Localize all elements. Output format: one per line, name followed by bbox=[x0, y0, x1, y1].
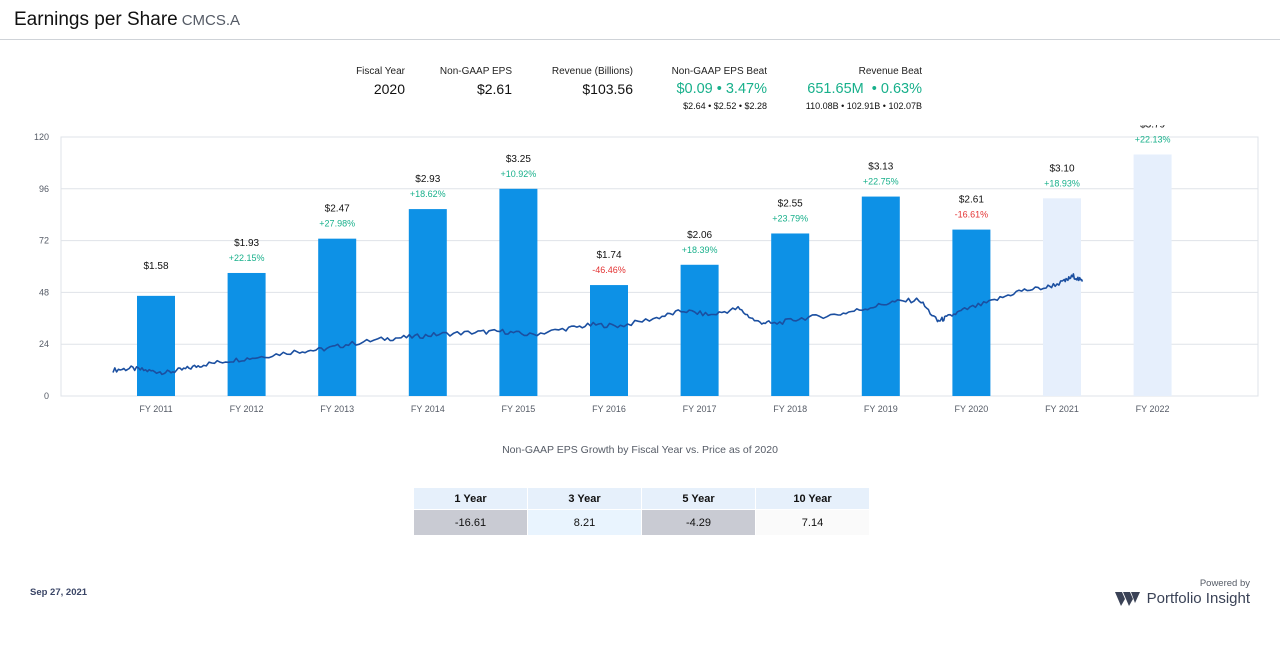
growth-value-5y: -4.29 bbox=[641, 509, 756, 536]
eps-growth-label: -46.46% bbox=[592, 265, 626, 275]
page-header: Earnings per Share CMCS.A bbox=[0, 0, 1280, 40]
stat-value: 2020 bbox=[373, 81, 405, 97]
y-tick-label: 24 bbox=[39, 339, 49, 349]
growth-value-1y: -16.61 bbox=[413, 509, 528, 536]
x-tick-label: FY 2012 bbox=[230, 404, 264, 414]
stat-eps-beat: Non-GAAP EPS Beat $0.09 • 3.47% $2.64 • … bbox=[672, 66, 767, 111]
stat-label: Fiscal Year bbox=[356, 66, 405, 77]
eps-growth-label: +10.92% bbox=[501, 169, 537, 179]
eps-value-label: $1.93 bbox=[234, 238, 259, 249]
growth-value-row: -16.61 8.21 -4.29 7.14 bbox=[413, 509, 870, 536]
summary-stats: Fiscal Year 2020 Non-GAAP EPS $2.61 Reve… bbox=[0, 66, 1280, 116]
x-tick-label: FY 2021 bbox=[1045, 404, 1079, 414]
brand-link[interactable]: Portfolio Insight bbox=[1114, 590, 1250, 607]
growth-header-row: 1 Year 3 Year 5 Year 10 Year bbox=[413, 487, 870, 510]
eps-growth-label: +18.93% bbox=[1044, 178, 1080, 188]
x-tick-label: FY 2019 bbox=[864, 404, 898, 414]
eps-bar bbox=[408, 209, 447, 396]
x-tick-label: FY 2022 bbox=[1136, 404, 1170, 414]
x-tick-label: FY 2020 bbox=[954, 404, 988, 414]
eps-bar bbox=[590, 285, 628, 396]
stat-eps: Non-GAAP EPS $2.61 bbox=[440, 66, 512, 97]
stat-label: Non-GAAP EPS bbox=[439, 66, 512, 77]
growth-value-3y: 8.21 bbox=[527, 509, 642, 536]
eps-value-label: $1.58 bbox=[143, 261, 168, 272]
eps-value-label: $2.06 bbox=[687, 230, 712, 241]
eps-bar bbox=[1133, 154, 1172, 396]
stat-revenue: Revenue (Billions) $103.56 bbox=[552, 66, 633, 97]
growth-table: 1 Year 3 Year 5 Year 10 Year -16.61 8.21… bbox=[413, 487, 870, 536]
brand-name: Portfolio Insight bbox=[1146, 590, 1250, 607]
growth-header-5y: 5 Year bbox=[641, 487, 756, 510]
eps-chart: 0 24 48 72 96 120 $1.58 FY 2011 $1.93 +22.15% FY 2… bbox=[34, 125, 1259, 414]
growth-header-1y: 1 Year bbox=[413, 487, 528, 510]
price-line bbox=[112, 273, 1084, 376]
stat-value: $103.56 bbox=[582, 81, 633, 97]
eps-bar bbox=[499, 188, 538, 396]
page-title: Earnings per Share CMCS.A bbox=[14, 9, 240, 31]
eps-growth-label: +22.75% bbox=[863, 177, 899, 187]
stat-value: $2.61 bbox=[476, 81, 512, 97]
eps-bar bbox=[680, 264, 719, 396]
stat-label: Non-GAAP EPS Beat bbox=[671, 66, 767, 77]
x-tick-label: FY 2014 bbox=[411, 404, 445, 414]
eps-value-label: $2.93 bbox=[415, 174, 440, 185]
x-tick-label: FY 2013 bbox=[320, 404, 354, 414]
x-tick-label: FY 2016 bbox=[592, 404, 626, 414]
eps-value-label: $2.55 bbox=[778, 198, 803, 209]
eps-bar bbox=[952, 229, 991, 396]
eps-value-label: $3.10 bbox=[1049, 163, 1074, 174]
stat-fiscal-year: Fiscal Year 2020 bbox=[356, 66, 405, 97]
x-tick-label: FY 2011 bbox=[139, 404, 172, 414]
x-tick-label: FY 2015 bbox=[501, 404, 535, 414]
x-tick-label: FY 2018 bbox=[773, 404, 807, 414]
growth-header-10y: 10 Year bbox=[755, 487, 870, 510]
stat-sub: $2.64 • $2.52 • $2.28 bbox=[683, 101, 767, 111]
eps-value-label: $3.13 bbox=[868, 162, 893, 173]
y-tick-label: 120 bbox=[34, 132, 49, 142]
eps-growth-label: -16.61% bbox=[955, 210, 989, 220]
eps-bar bbox=[137, 295, 175, 396]
eps-bar bbox=[318, 238, 357, 396]
growth-header-3y: 3 Year bbox=[527, 487, 642, 510]
ticker-symbol: CMCS.A bbox=[181, 12, 241, 29]
eps-bar bbox=[771, 233, 810, 396]
eps-growth-label: +22.13% bbox=[1135, 134, 1171, 144]
eps-value-label: $2.47 bbox=[325, 204, 350, 215]
stat-value: 651.65M • 0.63% bbox=[807, 81, 922, 97]
eps-bar bbox=[227, 272, 266, 396]
y-tick-label: 48 bbox=[39, 287, 49, 297]
stat-label: Revenue (Billions) bbox=[551, 66, 633, 77]
footer-date: Sep 27, 2021 bbox=[30, 587, 88, 598]
y-tick-label: 0 bbox=[44, 391, 49, 401]
eps-growth-label: +18.62% bbox=[410, 189, 446, 199]
eps-growth-label: +23.79% bbox=[772, 213, 808, 223]
portfolio-insight-logo-icon bbox=[1114, 591, 1140, 606]
eps-growth-label: +27.98% bbox=[319, 219, 355, 229]
eps-bar bbox=[1043, 198, 1081, 396]
chart-caption: Non-GAAP EPS Growth by Fiscal Year vs. P… bbox=[502, 444, 778, 456]
y-tick-label: 72 bbox=[39, 236, 49, 246]
eps-growth-label: +18.39% bbox=[682, 245, 718, 255]
powered-by-label: Powered by bbox=[1199, 578, 1250, 589]
growth-value-10y: 7.14 bbox=[755, 509, 870, 536]
title-text: Earnings per Share bbox=[14, 9, 178, 30]
eps-growth-label: +22.15% bbox=[229, 253, 265, 263]
stat-revenue-beat: Revenue Beat 651.65M • 0.63% 110.08B • 1… bbox=[806, 66, 922, 111]
eps-value-label: $2.61 bbox=[959, 195, 984, 206]
eps-value-label: $3.79 bbox=[1140, 125, 1165, 130]
eps-value-label: $3.25 bbox=[506, 154, 531, 165]
eps-bar bbox=[861, 196, 900, 396]
x-tick-label: FY 2017 bbox=[683, 404, 717, 414]
stat-value: $0.09 • 3.47% bbox=[676, 81, 767, 97]
eps-value-label: $1.74 bbox=[596, 250, 621, 261]
stat-label: Revenue Beat bbox=[858, 66, 922, 77]
y-tick-label: 96 bbox=[39, 184, 49, 194]
stat-sub: 110.08B • 102.91B • 102.07B bbox=[805, 101, 922, 111]
